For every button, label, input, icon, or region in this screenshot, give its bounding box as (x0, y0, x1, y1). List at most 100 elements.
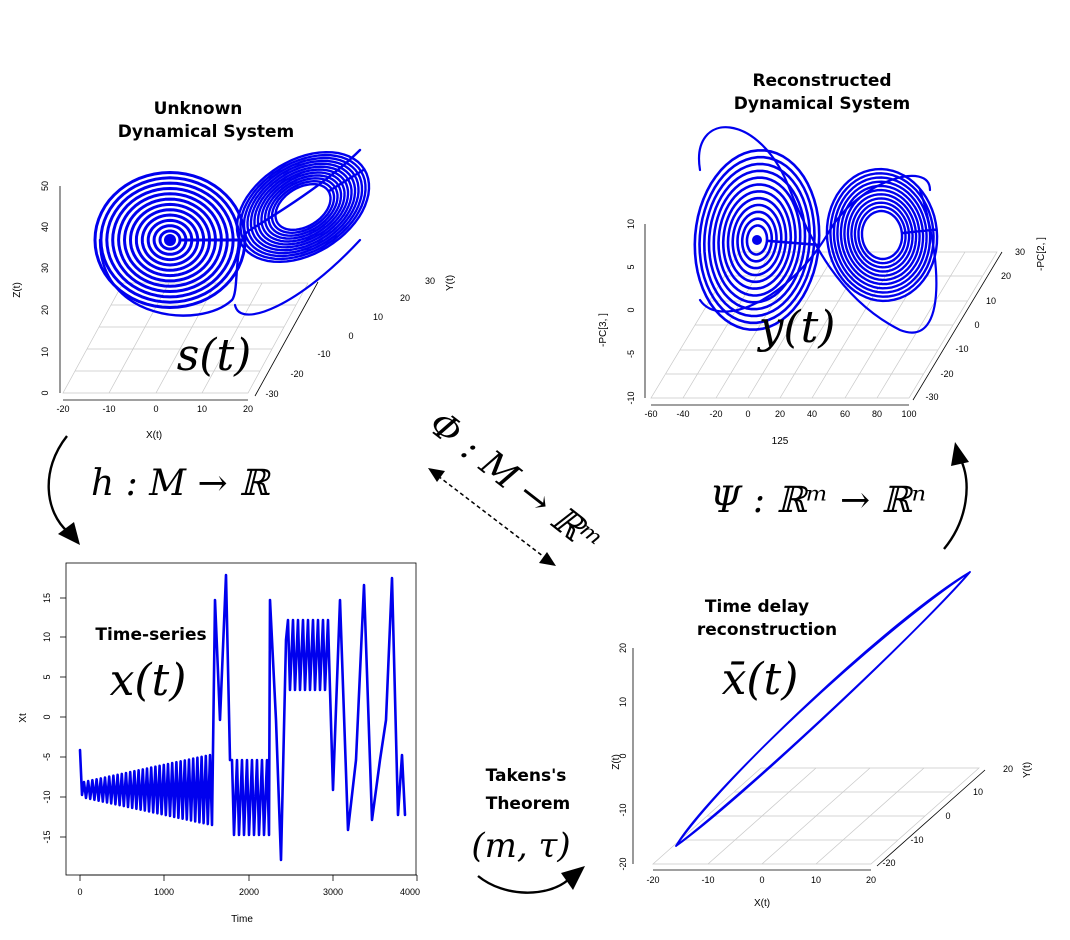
tick-label: -60 (644, 409, 657, 419)
arrowhead-icon (428, 468, 445, 482)
unknown-title-line2: Dynamical System (118, 122, 294, 142)
tick-label: -20 (290, 369, 303, 379)
reconstructed-connector (697, 126, 938, 334)
tick-label: -30 (265, 389, 278, 399)
delay-floor-grid (652, 767, 980, 865)
attractor-left-lobe (93, 171, 247, 309)
tick-label: 0 (153, 404, 158, 414)
tick-label: 20 (1001, 271, 1011, 281)
psi-map-label: Ψ : ℝᵐ → ℝⁿ (710, 480, 926, 521)
tick-label: 100 (901, 409, 916, 419)
timeseries-signal (78, 573, 407, 862)
tick-label: 80 (872, 409, 882, 419)
delay-y-label: Y(t) (1022, 762, 1033, 778)
tick-label: -20 (709, 409, 722, 419)
reconstructed-left-lobe (693, 149, 821, 331)
tick-label: -10 (317, 349, 330, 359)
tick-label: 0 (759, 875, 764, 885)
unknown-title-line1: Unknown (154, 99, 243, 119)
y-of-t-symbol: y(t) (757, 302, 836, 353)
reconstructed-right-lobe (825, 167, 939, 303)
reconstructed-z-label: -PC[3, ] (598, 313, 609, 347)
timeseries-axes (60, 597, 418, 881)
tick-label: 20 (243, 404, 253, 414)
delay-embedding-loops (675, 571, 971, 847)
psi-map-arrow: Ψ : ℝᵐ → ℝⁿ (710, 442, 969, 550)
tick-label: -5 (626, 350, 636, 358)
timeseries-x-ticks: 0 1000 2000 3000 4000 (77, 887, 420, 897)
reconstructed-system-panel: Reconstructed Dynamical System -10 -5 0 … (598, 71, 1047, 447)
arrowhead-icon (951, 442, 969, 466)
tick-label: 20 (618, 643, 628, 653)
tick-label: 10 (973, 787, 983, 797)
unknown-system-panel: Unknown Dynamical System 0 10 20 30 40 5… (12, 99, 456, 441)
takens-title-line1: Takens's (486, 766, 567, 786)
unknown-y-label: Y(t) (445, 275, 456, 291)
tick-label: 10 (618, 697, 628, 707)
tick-label: 0 (618, 753, 628, 758)
phi-map-arrow: Φ : M → ℝᵐ (421, 403, 609, 566)
tick-label: 20 (400, 293, 410, 303)
timeseries-panel: 0 1000 2000 3000 4000 -15 -10 -5 0 5 10 … (18, 562, 420, 925)
tick-label: -10 (618, 803, 628, 816)
reconstructed-y-label: -PC[2, ] (1036, 237, 1047, 271)
timeseries-title: Time-series (95, 625, 206, 645)
tick-label: -10 (102, 404, 115, 414)
tick-label: 30 (40, 263, 50, 273)
tick-label: 5 (42, 674, 52, 679)
tick-label: -40 (676, 409, 689, 419)
s-of-t-symbol: s(t) (177, 330, 252, 381)
h-map-arrow: h : M → ℝ (47, 435, 271, 545)
attractor-right-lobe (235, 151, 371, 263)
unknown-z-ticks: 0 10 20 30 40 50 (40, 181, 50, 396)
tick-label: 20 (40, 305, 50, 315)
tick-label: -20 (618, 857, 628, 870)
timeseries-line (78, 573, 407, 862)
arrowhead-icon (58, 522, 80, 545)
delay-title-line1: Time delay (705, 597, 809, 617)
tick-label: -10 (910, 835, 923, 845)
timeseries-y-label: Xt (18, 713, 29, 723)
tick-label: -20 (940, 369, 953, 379)
x-of-t-symbol: x(t) (110, 655, 187, 706)
unknown-x-label: X(t) (146, 430, 162, 441)
tick-label: -10 (955, 344, 968, 354)
tick-label: 2000 (239, 887, 259, 897)
tick-label: -5 (42, 753, 52, 761)
tick-label: 0 (42, 714, 52, 719)
tick-label: 0 (626, 307, 636, 312)
unknown-y-ticks: -30 -20 -10 0 10 20 30 (265, 276, 435, 399)
tick-label: -15 (42, 830, 52, 843)
reconstructed-x-label: 125 (772, 436, 789, 447)
tick-label: -10 (42, 790, 52, 803)
x-bar-of-t-symbol: x̄(t) (722, 654, 799, 705)
tick-label: -10 (626, 391, 636, 404)
unknown-floor-grid (62, 282, 309, 394)
tick-label: 0 (77, 887, 82, 897)
tick-label: 40 (40, 222, 50, 232)
h-map-label: h : M → ℝ (91, 463, 271, 504)
tick-label: 3000 (323, 887, 343, 897)
delay-x-label: X(t) (754, 898, 770, 909)
tick-label: 0 (40, 390, 50, 395)
delay-x-ticks: -20 -10 0 10 20 (646, 875, 876, 885)
tick-label: 20 (1003, 764, 1013, 774)
tick-label: -30 (925, 392, 938, 402)
tick-label: -20 (56, 404, 69, 414)
reconstructed-y-ticks: -30 -20 -10 0 10 20 30 (925, 247, 1025, 402)
attractor-connector (233, 238, 362, 316)
tick-label: -20 (882, 858, 895, 868)
reconstructed-attractor-curve (693, 126, 939, 334)
tick-label: 10 (197, 404, 207, 414)
delay-title-line2: reconstruction (697, 620, 837, 640)
attractor-core (164, 234, 176, 246)
arrowhead-icon (561, 866, 585, 890)
unknown-z-label: Z(t) (12, 282, 23, 298)
tick-label: 0 (945, 811, 950, 821)
takens-params: (m, τ) (471, 826, 570, 866)
attractor-connector (98, 148, 362, 317)
tick-label: 50 (40, 181, 50, 191)
tick-label: 20 (866, 875, 876, 885)
phi-map-label: Φ : M → ℝᵐ (421, 403, 609, 562)
tick-label: 1000 (154, 887, 174, 897)
